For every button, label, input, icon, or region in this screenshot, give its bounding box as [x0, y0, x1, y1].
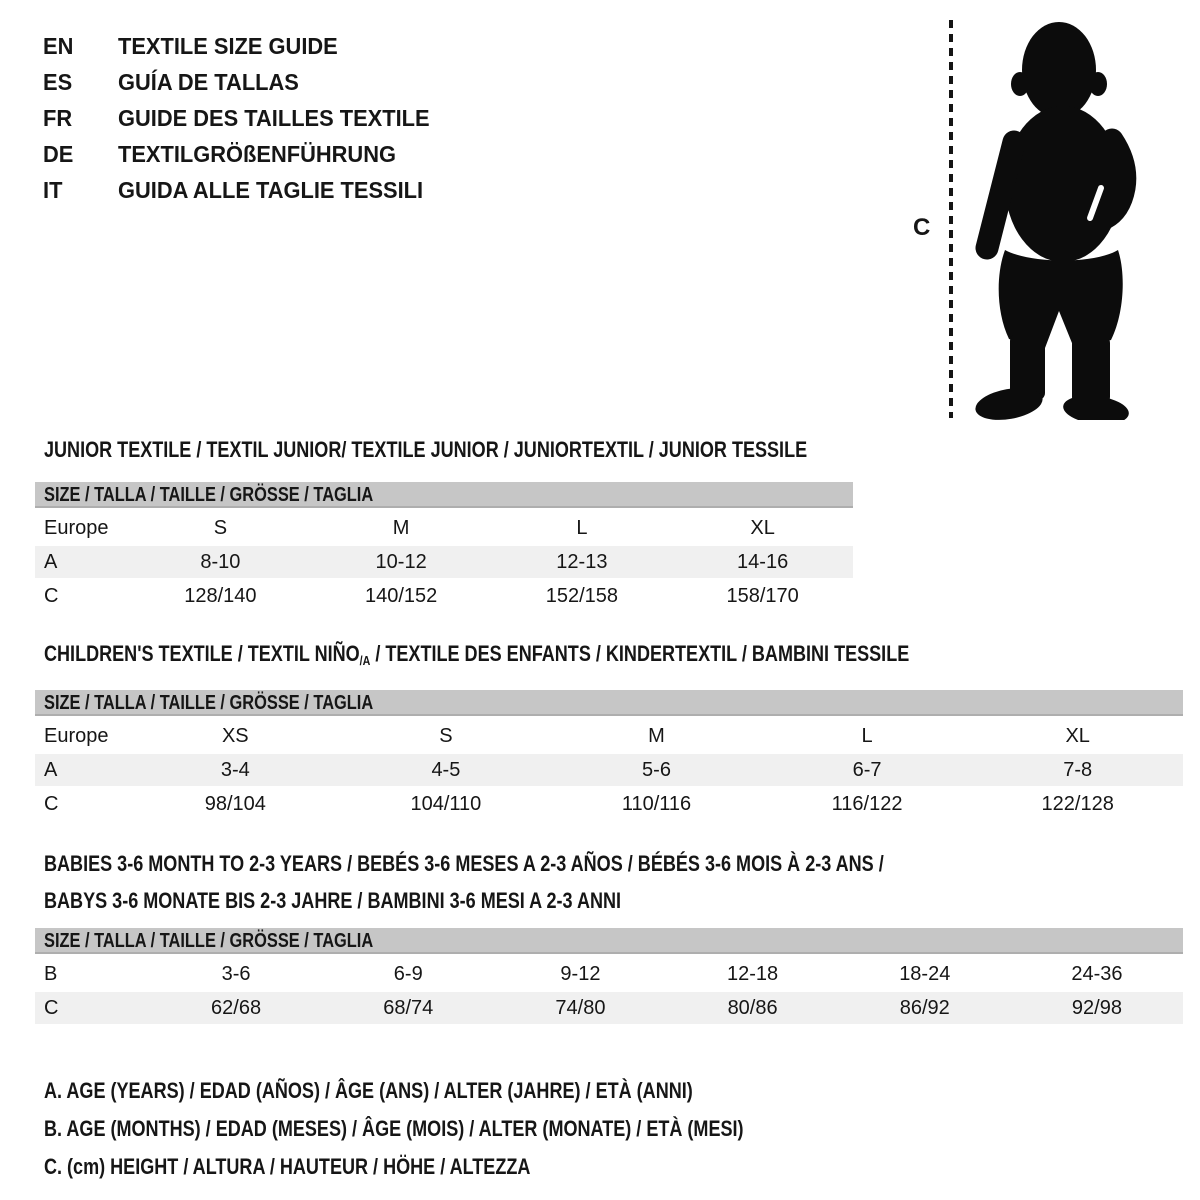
toddler-silhouette-icon	[975, 22, 1137, 420]
size-cell: 14-16	[737, 550, 789, 573]
table-row: C 62/68 68/74 74/80 80/86 86/92 92/98	[35, 990, 1183, 1024]
size-cell: M	[648, 724, 665, 747]
language-row: FR GUIDE DES TAILLES TEXTILE	[43, 100, 446, 136]
table-row: B 3-6 6-9 9-12 12-18 18-24 24-36	[35, 956, 1183, 990]
language-row: ES GUÍA DE TALLAS	[43, 64, 446, 100]
size-cell: S	[439, 724, 453, 747]
size-cell: 24-36	[1071, 962, 1123, 985]
junior-size-table: SIZE / TALLA / TAILLE / GRÖSSE / TAGLIA …	[35, 482, 853, 612]
size-cell: 3-4	[220, 758, 250, 781]
row-label: A	[44, 550, 58, 573]
language-title: GUIDA ALLE TAGLIE TESSILI	[118, 176, 424, 203]
babies-size-table: SIZE / TALLA / TAILLE / GRÖSSE / TAGLIA …	[35, 928, 1183, 1024]
size-cell: 4-5	[431, 758, 461, 781]
legend-line-a: A. AGE (YEARS) / EDAD (AÑOS) / ÂGE (ANS)…	[44, 1078, 693, 1103]
table-row: C 98/104 104/110 110/116 116/122 122/128	[35, 786, 1183, 820]
size-cell: XL	[1065, 724, 1090, 747]
height-dashed-line	[949, 20, 953, 418]
babies-section-heading: BABIES 3-6 MONTH TO 2-3 YEARS / BEBÉS 3-…	[44, 851, 884, 913]
language-title: TEXTILE SIZE GUIDE	[118, 32, 338, 59]
row-label: C	[44, 792, 59, 815]
language-title: GUIDE DES TAILLES TEXTILE	[118, 104, 430, 131]
size-cell: 80/86	[727, 996, 778, 1019]
size-cell: XS	[221, 724, 249, 747]
legend-line-c: C. (cm) HEIGHT / ALTURA / HAUTEUR / HÖHE…	[44, 1154, 531, 1179]
size-cell: 7-8	[1063, 758, 1093, 781]
size-cell: 140/152	[364, 584, 438, 607]
size-cell: S	[213, 516, 228, 539]
size-cell: L	[576, 516, 588, 539]
size-cell: 128/140	[184, 584, 257, 607]
language-title: TEXTILGRÖßENFÜHRUNG	[118, 140, 396, 167]
table-row: A 3-4 4-5 5-6 6-7 7-8	[35, 752, 1183, 786]
row-label: A	[44, 758, 58, 781]
table-row: C 128/140 140/152 152/158 158/170	[35, 578, 853, 612]
size-cell: 3-6	[221, 962, 251, 985]
size-cell: 116/122	[831, 792, 903, 815]
size-cell: 10-12	[375, 550, 427, 573]
size-cell: 18-24	[899, 962, 951, 985]
language-header: EN TEXTILE SIZE GUIDE ES GUÍA DE TALLAS …	[43, 28, 446, 208]
row-label: Europe	[44, 724, 109, 747]
size-cell: 12-13	[556, 550, 608, 573]
language-code: ES	[43, 68, 73, 95]
language-row: IT GUIDA ALLE TAGLIE TESSILI	[43, 172, 446, 208]
row-label: Europe	[44, 516, 109, 539]
size-cell: 6-9	[393, 962, 423, 985]
legend-line-b: B. AGE (MONTHS) / EDAD (MESES) / ÂGE (MO…	[44, 1116, 744, 1141]
size-cell: 92/98	[1071, 996, 1122, 1019]
table-header-row: SIZE / TALLA / TAILLE / GRÖSSE / TAGLIA	[35, 690, 1183, 718]
height-figure: C	[905, 10, 1160, 425]
table-header-row: SIZE / TALLA / TAILLE / GRÖSSE / TAGLIA	[35, 482, 853, 510]
row-label: C	[44, 584, 59, 607]
language-row: DE TEXTILGRÖßENFÜHRUNG	[43, 136, 446, 172]
row-label: C	[44, 996, 59, 1019]
size-cell: 74/80	[555, 996, 606, 1019]
table-header-row: SIZE / TALLA / TAILLE / GRÖSSE / TAGLIA	[35, 928, 1183, 956]
height-marker-label: C	[913, 214, 931, 241]
size-cell: 86/92	[899, 996, 950, 1019]
language-code: IT	[43, 176, 63, 203]
size-cell: 12-18	[727, 962, 779, 985]
children-section-heading: CHILDREN'S TEXTILE / TEXTIL NIÑO/A / TEX…	[44, 641, 910, 668]
size-cell: 9-12	[560, 962, 601, 985]
table-row: Europe XS S M L XL	[35, 718, 1183, 752]
language-code: DE	[43, 140, 74, 167]
legend: A. AGE (YEARS) / EDAD (AÑOS) / ÂGE (ANS)…	[44, 1072, 897, 1186]
row-label: B	[44, 962, 58, 985]
size-cell: 110/116	[621, 792, 692, 815]
size-cell: 158/170	[726, 584, 799, 607]
size-cell: 6-7	[852, 758, 882, 781]
size-cell: 5-6	[642, 758, 671, 781]
junior-section-heading: JUNIOR TEXTILE / TEXTIL JUNIOR/ TEXTILE …	[44, 437, 808, 462]
size-cell: XL	[750, 516, 775, 539]
size-cell: 104/110	[410, 792, 482, 815]
language-code: FR	[43, 104, 73, 131]
size-cell: 8-10	[200, 550, 241, 573]
language-code: EN	[43, 32, 74, 59]
language-row: EN TEXTILE SIZE GUIDE	[43, 28, 446, 64]
size-cell: 122/128	[1041, 792, 1114, 815]
language-title: GUÍA DE TALLAS	[118, 68, 299, 95]
size-cell: 68/74	[383, 996, 434, 1019]
size-cell: M	[392, 516, 410, 539]
table-row: Europe S M L XL	[35, 510, 853, 544]
size-cell: 62/68	[211, 996, 262, 1019]
children-size-table: SIZE / TALLA / TAILLE / GRÖSSE / TAGLIA …	[35, 690, 1183, 820]
table-row: A 8-10 10-12 12-13 14-16	[35, 544, 853, 578]
size-cell: 152/158	[545, 584, 619, 607]
size-cell: L	[861, 724, 873, 747]
size-cell: 98/104	[204, 792, 266, 815]
